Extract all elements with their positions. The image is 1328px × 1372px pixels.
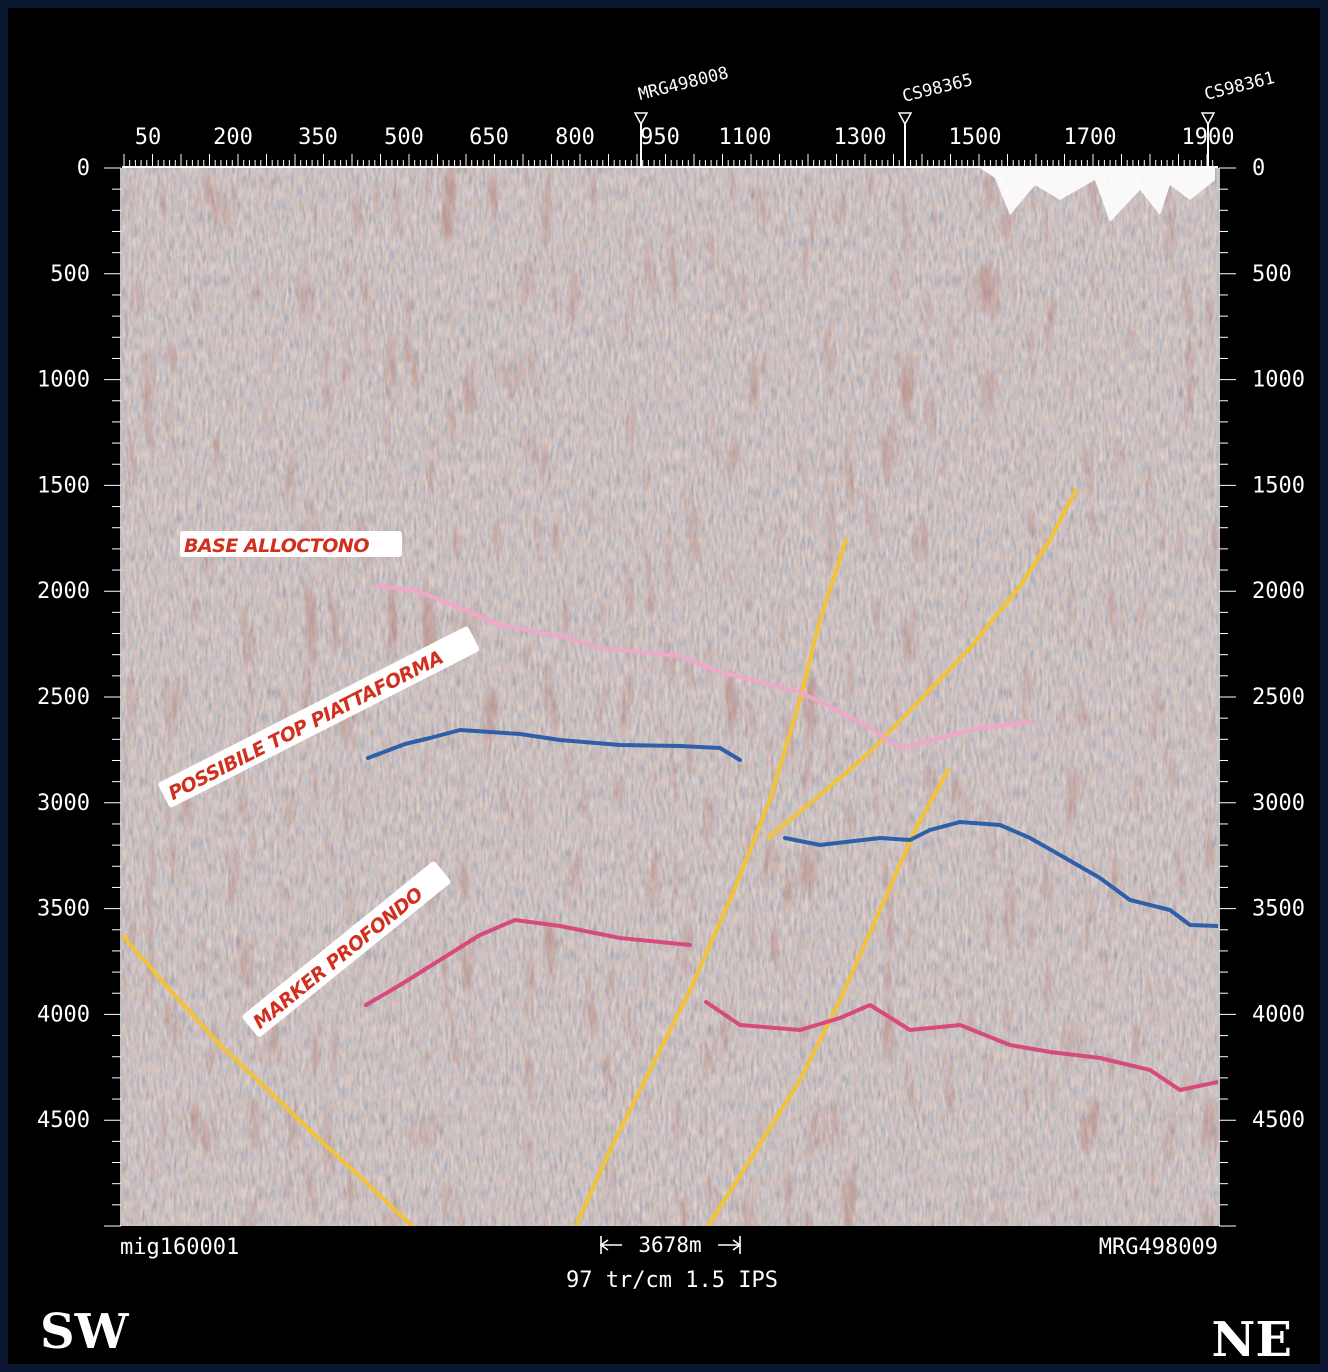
horizon-top-piattaforma [366, 728, 742, 762]
scale-bar-label: 3678m [638, 1233, 701, 1257]
fault-line [574, 538, 848, 1226]
left-axis-tick-label: 500 [50, 262, 90, 287]
horizon-base-alloctono [374, 583, 1032, 750]
right-axis-tick-label: 2500 [1252, 685, 1305, 710]
right-axis-tick-label: 3000 [1252, 791, 1305, 816]
top-axis-tick-label: 800 [555, 125, 595, 150]
right-line-name: MRG498009 [1099, 1235, 1218, 1260]
top-axis-tick-label: 200 [213, 125, 253, 150]
horizon-marker-profondo [364, 918, 692, 1007]
right-axis-tick-label: 0 [1252, 156, 1265, 181]
top-axis-tick-label: 50 [135, 125, 162, 150]
left-axis-tick-label: 1000 [37, 368, 90, 393]
well-marker-label: CS98365 [900, 70, 974, 107]
right-axis-tick-label: 4000 [1252, 1002, 1305, 1027]
interpretation-layer [122, 488, 1218, 1226]
orientation-sw: SW [40, 1304, 130, 1360]
well-marker-label: MRG498008 [636, 63, 730, 105]
seismic-plot-area [122, 168, 1218, 1226]
right-axis-tick-label: 500 [1252, 262, 1292, 287]
top-axis-tick-label: 650 [469, 125, 509, 150]
acquisition-parameters: 97 tr/cm 1.5 IPS [566, 1268, 778, 1293]
right-axis-tick-label: 1500 [1252, 473, 1305, 498]
top-axis-tick-label: 1100 [719, 125, 772, 150]
label-base-alloctono: BASE ALLOCTONO [180, 531, 402, 557]
well-marker-icon [897, 112, 913, 126]
orientation-ne: NE [1212, 1312, 1292, 1368]
fault-line [706, 768, 950, 1226]
top-axis-line [122, 166, 1218, 168]
label-base-alloctono-text: BASE ALLOCTONO [184, 535, 369, 557]
left-axis-tick-label: 3000 [37, 791, 90, 816]
left-axis-tick-label: 1500 [37, 473, 90, 498]
near-surface-traces [980, 168, 1215, 222]
top-axis-tick-label: 950 [640, 125, 680, 150]
left-axis-tick-label: 4500 [37, 1108, 90, 1133]
right-axis-tick-label: 1000 [1252, 368, 1305, 393]
top-axis-tick-label: 350 [298, 125, 338, 150]
label-base-alloctono-box [180, 531, 402, 557]
seismic-reflector-texture [122, 168, 1218, 1226]
top-axis-tick-label: 1700 [1064, 125, 1117, 150]
right-axis-tick-label: 2000 [1252, 579, 1305, 604]
well-marker-icon [633, 112, 649, 126]
left-axis-tick-label: 4000 [37, 1002, 90, 1027]
left-axis-tick-label: 2500 [37, 685, 90, 710]
label-top-piattaforma-box [158, 626, 480, 808]
horizon-top-piattaforma [783, 820, 1218, 928]
scale-bar [599, 1236, 742, 1254]
label-marker-profondo-box [242, 861, 451, 1037]
top-axis-tick-label: 1300 [834, 125, 887, 150]
fault-line [766, 488, 1078, 840]
left-line-name: mig160001 [120, 1235, 239, 1260]
right-axis-tick-label: 3500 [1252, 897, 1305, 922]
top-axis-tick-label: 500 [384, 125, 424, 150]
left-axis-tick-label: 0 [77, 156, 90, 181]
well-marker-label: CS98361 [1202, 68, 1276, 105]
fault-line [122, 933, 414, 1226]
left-axis-tick-label: 2000 [37, 579, 90, 604]
well-marker-icon [1200, 112, 1216, 126]
right-axis-tick-label: 4500 [1252, 1108, 1305, 1133]
top-axis-tick-label: 1500 [949, 125, 1002, 150]
left-axis-tick-label: 3500 [37, 897, 90, 922]
horizon-marker-profondo [704, 1000, 1218, 1092]
